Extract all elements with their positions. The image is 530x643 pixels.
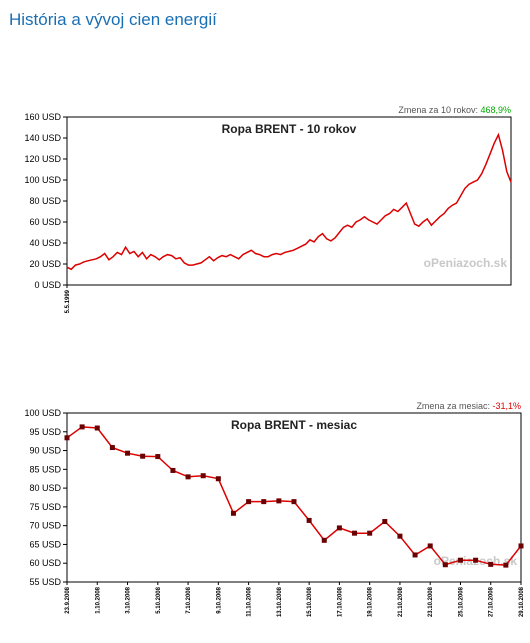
x-tick-label: 3.10.2008 — [126, 586, 132, 613]
data-point — [170, 467, 176, 473]
chart-title: Ropa BRENT - mesiac — [231, 418, 357, 432]
data-point — [276, 498, 282, 504]
y-tick-label: 160 USD — [24, 112, 61, 122]
x-tick-label: 19.10.2008 — [368, 586, 374, 617]
y-tick-label: 75 USD — [29, 502, 61, 512]
y-tick-label: 80 USD — [29, 196, 61, 206]
change-value: 468,9% — [480, 105, 511, 115]
change-label: Zmena za mesiac: -31,1% — [416, 401, 521, 411]
data-point — [291, 499, 297, 505]
plot-area — [66, 116, 512, 286]
data-point — [185, 474, 191, 480]
data-point — [518, 543, 524, 549]
y-tick-label: 85 USD — [29, 464, 61, 474]
data-point — [246, 499, 252, 505]
y-tick-label: 100 USD — [24, 408, 61, 418]
x-tick-label: 21.10.2008 — [398, 586, 404, 617]
y-tick-label: 40 USD — [29, 238, 61, 248]
data-point — [306, 517, 312, 523]
data-point — [215, 476, 221, 482]
y-tick-label: 80 USD — [29, 483, 61, 493]
y-tick-label: 90 USD — [29, 446, 61, 456]
y-tick-label: 70 USD — [29, 521, 61, 531]
watermark: oPeniazoch.sk — [424, 256, 508, 270]
data-point — [442, 562, 448, 568]
y-tick-label: 120 USD — [24, 154, 61, 164]
data-point — [457, 557, 463, 563]
x-tick-label: 5.10.2008 — [156, 586, 162, 613]
y-tick-label: 140 USD — [24, 133, 61, 143]
y-tick-label: 60 USD — [29, 217, 61, 227]
y-tick-label: 95 USD — [29, 427, 61, 437]
data-point — [321, 537, 327, 543]
data-point — [94, 425, 100, 431]
data-point — [473, 557, 479, 563]
x-tick-label: 5.5.1999 — [65, 289, 71, 313]
y-tick-label: 65 USD — [29, 539, 61, 549]
x-tick-label: 25.10.2008 — [458, 586, 464, 617]
y-tick-label: 55 USD — [29, 577, 61, 587]
x-tick-label: 17.10.2008 — [337, 586, 343, 617]
data-point — [503, 562, 509, 568]
chart-brent-month: 55 USD 60 USD 65 USD 70 USD 75 USD 80 USD 85 U… — [24, 401, 525, 617]
x-tick-label: 13.10.2008 — [277, 586, 283, 617]
y-tick-label: 0 USD — [34, 280, 61, 290]
data-point — [382, 519, 388, 525]
data-point — [79, 424, 85, 430]
data-point — [64, 435, 70, 441]
data-point — [397, 533, 403, 539]
data-point — [412, 552, 418, 558]
data-point — [427, 543, 433, 549]
data-point — [336, 525, 342, 531]
data-point — [125, 450, 131, 456]
y-tick-label: 60 USD — [29, 558, 61, 568]
x-tick-label: 15.10.2008 — [307, 586, 313, 617]
change-value: -31,1% — [492, 401, 521, 411]
chart-title: Ropa BRENT - 10 rokov — [222, 122, 357, 136]
x-tick-label: 9.10.2008 — [216, 586, 222, 613]
data-point — [488, 561, 494, 567]
data-point — [140, 453, 146, 459]
x-tick-label: 23.10.2008 — [428, 586, 434, 617]
x-tick-label: 11.10.2008 — [247, 586, 253, 616]
data-point — [352, 530, 358, 536]
x-tick-label: 1.10.2008 — [95, 586, 101, 613]
plot-area — [66, 412, 522, 583]
x-tick-label: 7.10.2008 — [186, 586, 192, 613]
y-tick-label: 100 USD — [24, 175, 61, 185]
x-tick-label: 23.9.2008 — [65, 586, 71, 613]
y-tick-label: 20 USD — [29, 259, 61, 269]
x-tick-label: 29.10.2008 — [519, 586, 525, 617]
change-label: Zmena za 10 rokov: 468,9% — [398, 105, 511, 115]
x-tick-label: 27.10.2008 — [489, 586, 495, 617]
data-point — [200, 473, 206, 479]
data-point — [155, 454, 161, 460]
series-line — [66, 132, 512, 271]
data-point — [109, 445, 115, 451]
data-point — [367, 530, 373, 536]
page-title: História a vývoj cien energií — [9, 10, 217, 29]
data-point — [261, 499, 267, 505]
data-point — [230, 510, 236, 516]
chart-brent-10-years: 0 USD 20 USD 40 USD 60 USD 80 USD 100 USD 120 … — [24, 105, 512, 313]
